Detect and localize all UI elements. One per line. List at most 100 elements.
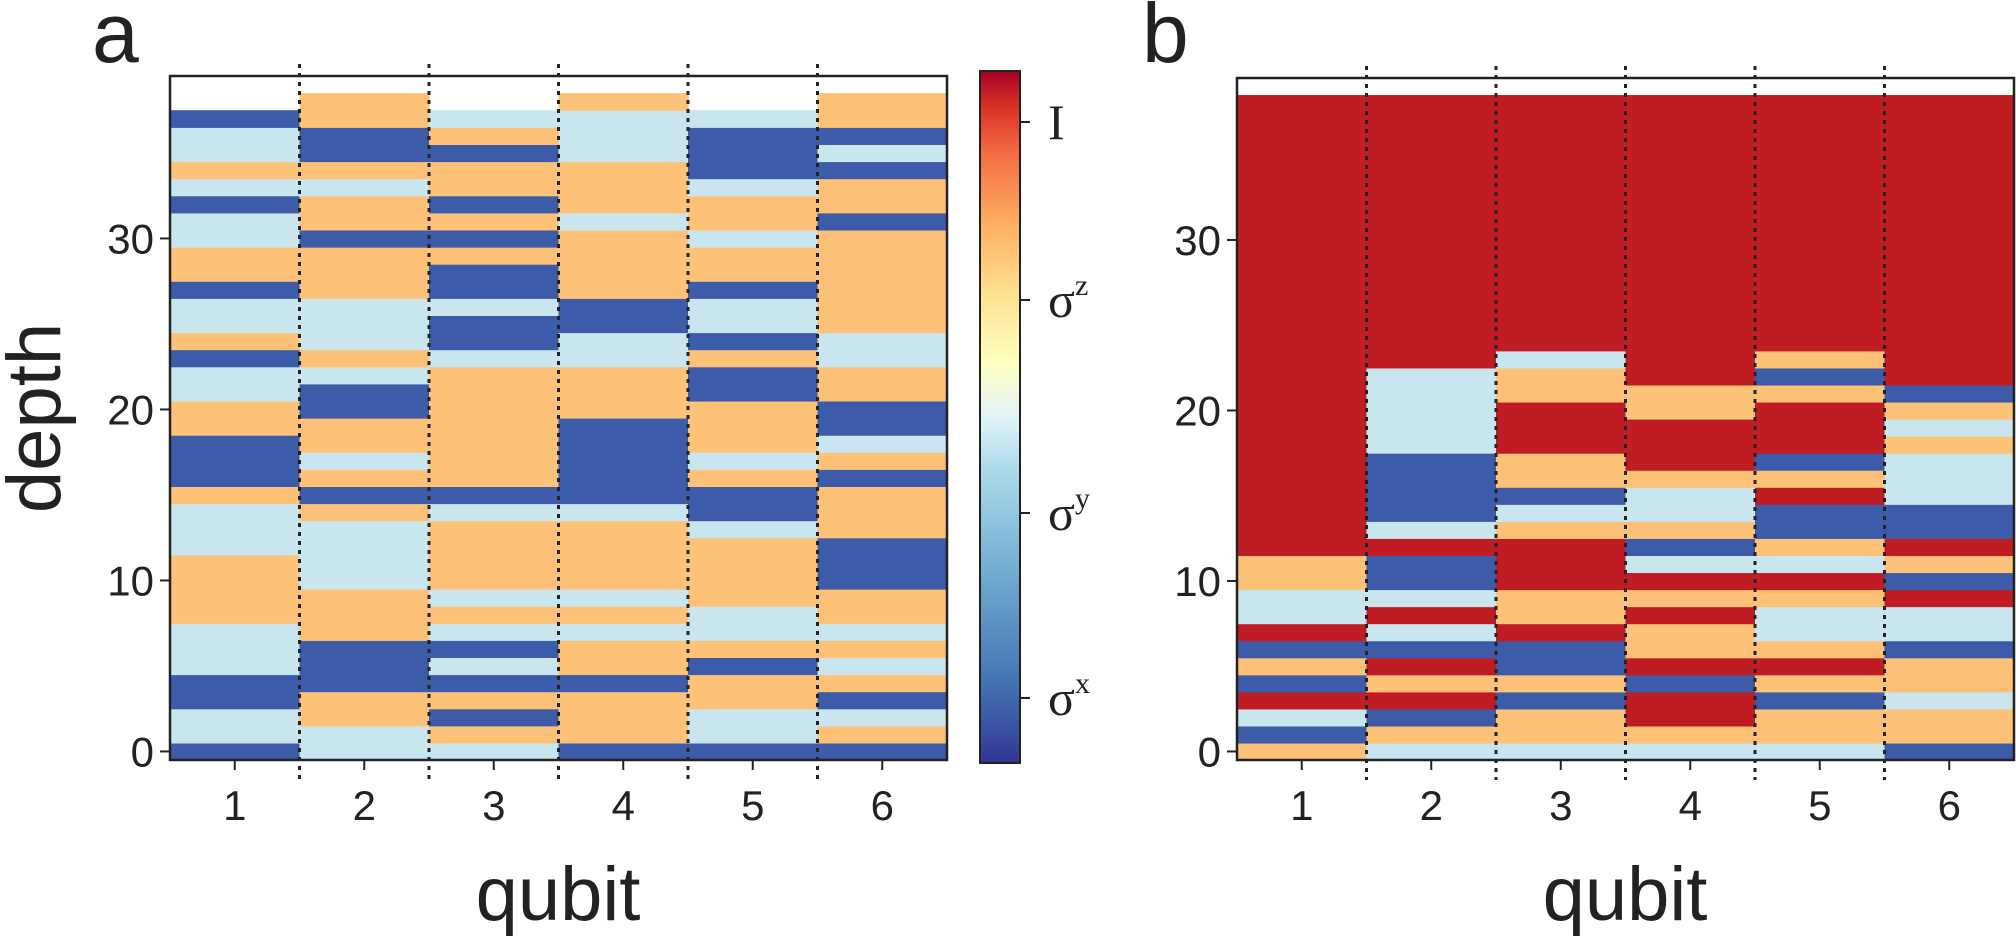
x-tick-label: 4 (612, 782, 635, 829)
heatmap-cell-a-q4-d23 (559, 350, 689, 368)
heatmap-cell-a-q5-d24 (688, 333, 818, 351)
heatmap-cell-b-q1-d35 (1237, 146, 1367, 164)
x-tick-label: 5 (1808, 782, 1831, 829)
panel-a: a 1 2 3 4 5 6 0 10 20 30 qubit depth (0, 0, 948, 937)
heatmap-cell-a-q4-d32 (559, 196, 689, 214)
heatmap-cell-b-q6-d14 (1885, 504, 2015, 522)
heatmap-cell-b-q4-d17 (1626, 453, 1756, 471)
heatmap-cell-b-q6-d11 (1885, 555, 2015, 573)
heatmap-cell-a-q3-d13 (429, 521, 559, 539)
heatmap-cell-b-q4-d32 (1626, 197, 1756, 215)
heatmap-cell-a-q5-d35 (688, 144, 818, 162)
heatmap-cell-a-q4-d28 (559, 264, 689, 282)
heatmap-cell-a-q5-d26 (688, 298, 818, 316)
heatmap-cell-a-q3-d22 (429, 367, 559, 385)
heatmap-cell-a-q5-d5 (688, 657, 818, 675)
heatmap-cell-a-q6-d22 (818, 367, 948, 385)
colorbar-tick-label: σx (1048, 667, 1090, 726)
heatmap-cell-a-q4-d31 (559, 213, 689, 231)
heatmap-cell-a-q5-d13 (688, 521, 818, 539)
heatmap-cell-b-q5-d4 (1755, 675, 1885, 693)
heatmap-cell-b-q6-d7 (1885, 624, 2015, 642)
heatmap-cell-a-q5-d1 (688, 726, 818, 744)
heatmap-cell-a-q2-d16 (300, 469, 430, 487)
y-tick-label: 20 (107, 386, 154, 433)
heatmap-cell-b-q6-d1 (1885, 726, 2015, 744)
heatmap-cell-b-q4-d14 (1626, 504, 1756, 522)
heatmap-cell-b-q6-d29 (1885, 249, 2015, 267)
heatmap-cell-a-q5-d22 (688, 367, 818, 385)
heatmap-cell-b-q2-d16 (1367, 470, 1497, 488)
heatmap-cell-b-q6-d23 (1885, 351, 2015, 369)
heatmap-cell-b-q6-d33 (1885, 180, 2015, 198)
heatmap-cell-b-q6-d21 (1885, 385, 2015, 403)
heatmap-cell-a-q3-d0 (429, 743, 559, 761)
heatmap-cell-a-q3-d28 (429, 264, 559, 282)
heatmap-cell-a-q1-d26 (170, 298, 300, 316)
heatmap-cell-b-q1-d8 (1237, 607, 1367, 625)
heatmap-cell-b-q5-d26 (1755, 300, 1885, 318)
heatmap-cell-a-q6-d34 (818, 162, 948, 180)
heatmap-cell-a-q4-d37 (559, 110, 689, 128)
heatmap-cell-b-q3-d19 (1496, 419, 1626, 437)
heatmap-cell-a-q1-d7 (170, 623, 300, 641)
heatmap-cell-b-q4-d37 (1626, 112, 1756, 130)
heatmap-cell-b-q3-d33 (1496, 180, 1626, 198)
heatmap-cell-b-q4-d16 (1626, 470, 1756, 488)
heatmap-cell-a-q2-d4 (300, 675, 430, 693)
heatmap-cell-a-q1-d14 (170, 504, 300, 522)
heatmap-cell-a-q5-d25 (688, 315, 818, 333)
heatmap-cell-b-q6-d10 (1885, 572, 2015, 590)
heatmap-cell-a-q3-d21 (429, 384, 559, 402)
heatmap-cell-b-q3-d37 (1496, 112, 1626, 130)
heatmap-cell-a-q6-d29 (818, 247, 948, 265)
heatmap-cell-b-q4-d18 (1626, 436, 1756, 454)
y-tick-label: 0 (131, 728, 154, 775)
heatmap-cell-a-q2-d38 (300, 93, 430, 111)
heatmap-cell-a-q3-d33 (429, 179, 559, 197)
heatmap-cell-a-q6-d8 (818, 606, 948, 624)
heatmap-cell-a-q1-d27 (170, 281, 300, 299)
heatmap-cell-a-q3-d16 (429, 469, 559, 487)
heatmap-cell-a-q3-d31 (429, 213, 559, 231)
heatmap-cell-b-q1-d17 (1237, 453, 1367, 471)
heatmap-cell-b-q6-d38 (1885, 95, 2015, 113)
heatmap-cell-a-q4-d22 (559, 367, 689, 385)
heatmap-cell-b-q6-d22 (1885, 368, 2015, 386)
heatmap-cell-b-q3-d9 (1496, 590, 1626, 608)
heatmap-cell-b-q2-d3 (1367, 692, 1497, 710)
heatmap-cell-a-q1-d15 (170, 486, 300, 504)
heatmap-cell-a-q6-d10 (818, 572, 948, 590)
heatmap-cell-b-q2-d37 (1367, 112, 1497, 130)
heatmap-cell-b-q6-d27 (1885, 283, 2015, 301)
heatmap-cell-a-q2-d21 (300, 384, 430, 402)
heatmap-cell-b-q1-d1 (1237, 726, 1367, 744)
heatmap-cell-b-q3-d20 (1496, 402, 1626, 420)
heatmap-cell-a-q4-d10 (559, 572, 689, 590)
heatmap-cell-a-q4-d19 (559, 418, 689, 436)
heatmap-cell-a-q3-d35 (429, 144, 559, 162)
heatmap-cell-b-q5-d33 (1755, 180, 1885, 198)
heatmap-cell-a-q6-d6 (818, 640, 948, 658)
heatmap-cell-b-q3-d29 (1496, 249, 1626, 267)
heatmap-cell-b-q2-d14 (1367, 504, 1497, 522)
heatmap-cell-a-q4-d6 (559, 640, 689, 658)
y-tick-label: 10 (107, 557, 154, 604)
heatmap-cell-a-q2-d15 (300, 486, 430, 504)
heatmap-cell-b-q6-d37 (1885, 112, 2015, 130)
heatmap-cell-a-q1-d29 (170, 247, 300, 265)
heatmap-cell-a-q6-d36 (818, 127, 948, 145)
heatmap-cell-a-q1-d4 (170, 675, 300, 693)
heatmap-cell-a-q1-d34 (170, 162, 300, 180)
heatmap-cell-b-q2-d25 (1367, 317, 1497, 335)
heatmap-cell-a-q2-d11 (300, 555, 430, 573)
heatmap-cell-b-q2-d5 (1367, 658, 1497, 676)
heatmap-cell-a-q3-d2 (429, 709, 559, 727)
heatmap-cell-a-q1-d31 (170, 213, 300, 231)
heatmap-cell-b-q1-d20 (1237, 402, 1367, 420)
heatmap-cell-b-q5-d35 (1755, 146, 1885, 164)
heatmap-cell-a-q1-d33 (170, 179, 300, 197)
heatmap-cell-b-q6-d2 (1885, 709, 2015, 727)
heatmap-cell-b-q1-d16 (1237, 470, 1367, 488)
heatmap-cell-a-q3-d15 (429, 486, 559, 504)
